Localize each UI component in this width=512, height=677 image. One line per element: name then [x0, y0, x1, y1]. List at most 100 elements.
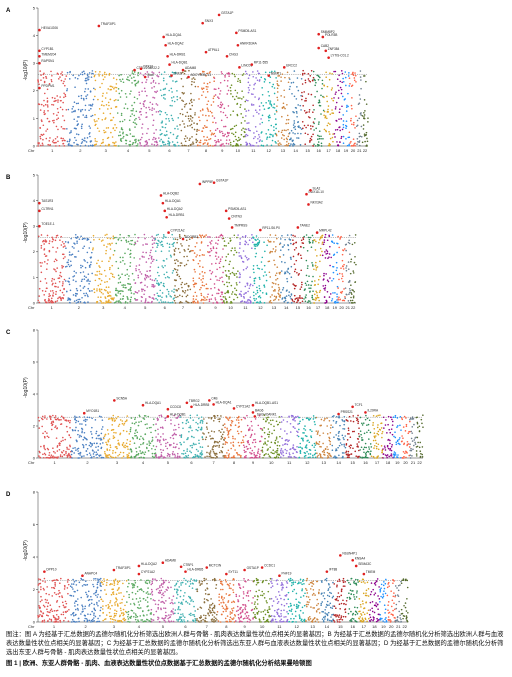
snp-point: [220, 139, 222, 141]
snp-point: [287, 144, 290, 147]
snp-point: [236, 296, 239, 299]
snp-point: [197, 456, 200, 459]
snp-point: [239, 243, 241, 246]
snp-point: [224, 76, 226, 78]
snp-point: [50, 421, 53, 423]
snp-point: [273, 107, 276, 109]
snp-point: [158, 82, 160, 85]
snp-point: [209, 455, 212, 457]
snp-point: [149, 278, 152, 280]
snp-point: [51, 283, 54, 286]
snp-point: [305, 99, 307, 102]
snp-point: [181, 295, 184, 298]
snp-point: [338, 415, 340, 417]
snp-point: [338, 296, 340, 299]
snp-point: [278, 453, 280, 455]
snp-point: [240, 430, 243, 433]
snp-point: [182, 92, 185, 95]
snp-point: [318, 121, 320, 123]
snp-point: [90, 115, 92, 118]
snp-point: [326, 95, 328, 98]
snp-point: [177, 128, 179, 130]
snp-point: [336, 128, 339, 131]
snp-point: [134, 282, 137, 285]
snp-point: [218, 444, 221, 447]
snp-point: [101, 95, 104, 97]
snp-point: [98, 108, 101, 110]
snp-point: [124, 252, 126, 255]
chromosome-tick-label: 22: [363, 148, 368, 153]
snp-point: [234, 135, 237, 138]
snp-point: [382, 457, 384, 459]
snp-point: [252, 241, 254, 244]
snp-point: [184, 292, 186, 294]
snp-point: [297, 89, 300, 92]
snp-point: [75, 416, 78, 419]
snp-point: [214, 454, 217, 456]
snp-point: [343, 428, 346, 430]
snp-point: [267, 448, 269, 450]
snp-point: [326, 433, 329, 435]
snp-point: [273, 259, 275, 262]
snp-point: [37, 235, 40, 238]
snp-point: [197, 450, 199, 452]
snp-point: [239, 97, 241, 99]
chromosome-tick-label: 9: [252, 460, 255, 465]
snp-point: [266, 144, 268, 146]
snp-point: [365, 103, 368, 105]
snp-point: [45, 130, 47, 132]
snp-point: [355, 81, 357, 83]
snp-point: [52, 450, 55, 453]
snp-point: [173, 249, 176, 251]
snp-point: [265, 417, 268, 419]
snp-point: [146, 427, 148, 430]
snp-point: [373, 435, 376, 438]
snp-point: [341, 299, 344, 302]
snp-point: [75, 293, 78, 295]
significant-gene-point: [38, 209, 41, 213]
snp-point: [204, 139, 206, 141]
snp-point: [246, 284, 249, 286]
snp-point: [134, 241, 136, 244]
snp-point: [282, 287, 285, 289]
snp-point: [155, 242, 158, 245]
chromosome-tick-label: 15: [296, 305, 301, 310]
snp-point: [278, 272, 281, 274]
snp-point: [162, 237, 164, 239]
snp-point: [329, 427, 332, 429]
snp-point: [125, 142, 127, 145]
snp-point: [72, 447, 74, 450]
snp-point: [103, 289, 106, 291]
snp-point: [344, 435, 347, 437]
snp-point: [318, 291, 321, 294]
snp-point: [249, 84, 251, 86]
snp-point: [297, 415, 299, 418]
snp-point: [279, 294, 282, 297]
snp-point: [265, 132, 267, 135]
snp-point: [59, 274, 61, 277]
snp-point: [156, 246, 158, 248]
snp-point: [350, 453, 352, 455]
snp-point: [147, 145, 149, 147]
snp-point: [92, 247, 94, 249]
snp-point: [73, 270, 76, 273]
snp-point: [322, 243, 325, 246]
snp-point: [120, 73, 122, 76]
snp-point: [348, 143, 350, 146]
snp-point: [259, 278, 261, 280]
snp-point: [275, 436, 278, 438]
chromosome-tick-label: 6: [168, 148, 171, 153]
snp-point: [131, 135, 134, 138]
snp-point: [383, 427, 385, 429]
snp-point: [133, 114, 136, 117]
snp-point: [290, 242, 292, 245]
snp-point: [115, 144, 117, 147]
snp-point: [362, 448, 365, 451]
snp-point: [146, 142, 149, 145]
snp-point: [138, 414, 141, 417]
snp-point: [174, 456, 176, 459]
snp-point: [116, 112, 119, 114]
snp-point: [342, 114, 345, 116]
snp-point: [356, 119, 359, 122]
snp-point: [110, 119, 112, 121]
